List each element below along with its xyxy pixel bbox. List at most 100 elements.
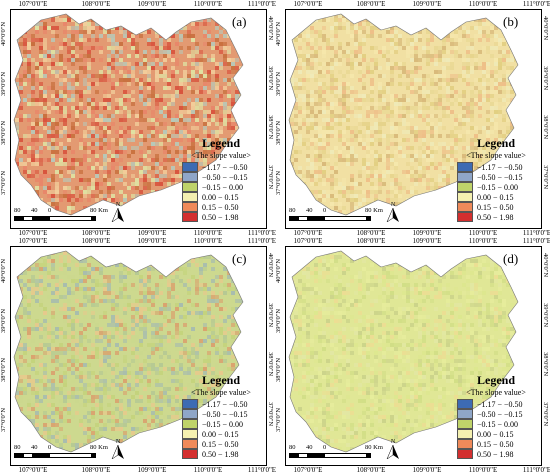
lon-tick-top: 107°0'0"E xyxy=(18,0,48,8)
lon-tick-top: 111°0'0"E xyxy=(522,0,550,8)
legend-swatch xyxy=(182,182,198,192)
lon-tick-top: 111°0'0"E xyxy=(247,237,277,245)
lon-tick-top: 108°0'0"E xyxy=(356,237,386,245)
lon-tick-bottom: 108°0'0"E xyxy=(356,229,386,237)
lat-tick-right: 37°0'0"N xyxy=(267,402,274,427)
legend-swatch xyxy=(182,419,198,429)
legend-item: −1.17 − −0.50 xyxy=(182,162,266,172)
legend-title: Legend xyxy=(476,373,515,387)
slope-raster xyxy=(13,13,244,216)
lat-tick-right: 39°0'0"N xyxy=(267,66,274,91)
legend-item: −0.15 − 0.00 xyxy=(457,419,541,429)
legend-item: 0.15 − 0.50 xyxy=(457,439,541,449)
lat-tick-right: 39°0'0"N xyxy=(542,66,549,91)
legend-swatch xyxy=(457,192,473,202)
scale-label: 0 xyxy=(48,444,52,451)
legend-swatch xyxy=(457,429,473,439)
arrow-shape xyxy=(111,444,124,460)
legend-label: 0.15 − 0.50 xyxy=(202,202,239,212)
scale-label: 40 xyxy=(306,207,313,214)
legend-item: −0.15 − 0.00 xyxy=(182,182,266,192)
lat-tick-left: 40°0'0"N xyxy=(0,21,7,46)
legend-swatch xyxy=(457,202,473,212)
lon-tick-bottom: 111°0'0"E xyxy=(522,229,550,237)
lat-tick-left: 37°0'0"N xyxy=(0,407,7,432)
lat-tick-right: 40°0'0"N xyxy=(542,16,549,41)
scale-segment xyxy=(366,453,371,458)
lat-tick-right: 40°0'0"N xyxy=(267,253,274,278)
lon-tick-bottom: 110°0'0"E xyxy=(193,229,223,237)
lat-tick-left: 40°0'0"N xyxy=(275,258,282,283)
legend-title: Legend xyxy=(476,136,515,150)
panel-label: (a) xyxy=(232,14,247,29)
lon-tick-top: 110°0'0"E xyxy=(193,237,223,245)
map-frame xyxy=(10,246,267,466)
legend-item: −0.50 − −0.15 xyxy=(182,409,266,419)
map-panel-c: (c) 107°0'0"E 107°0'0"E 108°0'0"E 108°0'0"E 1… xyxy=(0,237,277,474)
legend: Legend <The slope value> −1.17 − −0.50 −0.5… xyxy=(182,373,266,459)
north-arrow-icon: N xyxy=(111,202,125,224)
legend-item: 0.15 − 0.50 xyxy=(182,439,266,449)
lon-tick-bottom: 108°0'0"E xyxy=(81,466,111,474)
legend-swatch xyxy=(182,429,198,439)
scale-segment xyxy=(91,453,96,458)
legend-label: −0.15 − 0.00 xyxy=(477,419,519,429)
legend-swatch xyxy=(457,419,473,429)
legend-item: 0.50 − 1.98 xyxy=(457,212,541,222)
legend-swatch xyxy=(457,399,473,409)
lon-tick-top: 111°0'0"E xyxy=(247,0,277,8)
arrow-shape xyxy=(386,444,399,460)
map-frame xyxy=(285,246,542,466)
map-panel-d: (d) 107°0'0"E 107°0'0"E 108°0'0"E 108°0'0"E 1… xyxy=(275,237,550,474)
scale-bar: 80 40 0 80 Km xyxy=(289,207,384,223)
legend-label: 0.15 − 0.50 xyxy=(477,202,514,212)
arrow-shape xyxy=(111,207,124,223)
legend-swatch xyxy=(457,439,473,449)
legend-item: 0.50 − 1.98 xyxy=(182,212,266,222)
lon-tick-bottom: 109°0'0"E xyxy=(412,466,442,474)
legend-subtitle: <The slope value> xyxy=(466,151,526,160)
legend-item: −1.17 − −0.50 xyxy=(457,162,541,172)
legend-label: −0.15 − 0.00 xyxy=(477,182,519,192)
lat-tick-left: 39°0'0"N xyxy=(275,308,282,333)
lon-tick-bottom: 109°0'0"E xyxy=(137,229,167,237)
scale-segment xyxy=(324,216,368,221)
lon-tick-top: 109°0'0"E xyxy=(137,237,167,245)
legend-label: 0.15 − 0.50 xyxy=(477,439,514,449)
scale-segment xyxy=(49,453,93,458)
lon-tick-top: 109°0'0"E xyxy=(137,0,167,8)
lat-tick-left: 38°0'0"N xyxy=(275,120,282,145)
legend-swatch xyxy=(457,182,473,192)
legend-item: 0.00 − 0.15 xyxy=(457,429,541,439)
scale-label: 40 xyxy=(306,444,313,451)
scale-label: 80 xyxy=(14,207,21,214)
lon-tick-bottom: 109°0'0"E xyxy=(412,229,442,237)
legend-title: Legend xyxy=(201,136,240,150)
legend-swatch xyxy=(182,449,198,459)
legend-swatch xyxy=(182,172,198,182)
map-panel-b: (b) 107°0'0"E 107°0'0"E 108°0'0"E 108°0'0"E 1… xyxy=(275,0,550,237)
lon-tick-bottom: 110°0'0"E xyxy=(468,229,498,237)
scale-segment xyxy=(324,453,368,458)
legend-item: −1.17 − −0.50 xyxy=(457,399,541,409)
lat-tick-left: 39°0'0"N xyxy=(275,71,282,96)
legend-label: −1.17 − −0.50 xyxy=(477,399,523,409)
lat-tick-left: 39°0'0"N xyxy=(0,308,7,333)
legend-swatch xyxy=(182,409,198,419)
lon-tick-top: 111°0'0"E xyxy=(522,237,550,245)
lat-tick-right: 40°0'0"N xyxy=(267,16,274,41)
lat-tick-left: 40°0'0"N xyxy=(275,21,282,46)
lon-tick-top: 107°0'0"E xyxy=(293,237,323,245)
lon-tick-bottom: 111°0'0"E xyxy=(522,466,550,474)
lon-tick-top: 108°0'0"E xyxy=(81,237,111,245)
map-frame xyxy=(10,9,267,229)
lon-tick-bottom: 108°0'0"E xyxy=(81,229,111,237)
legend-label: 0.00 − 0.15 xyxy=(477,192,514,202)
legend-item: −1.17 − −0.50 xyxy=(182,399,266,409)
lat-tick-right: 37°0'0"N xyxy=(267,165,274,190)
lon-tick-bottom: 109°0'0"E xyxy=(137,466,167,474)
legend-label: 0.50 − 1.98 xyxy=(202,449,239,459)
legend-item: −0.50 − −0.15 xyxy=(182,172,266,182)
legend-label: 0.00 − 0.15 xyxy=(477,429,514,439)
lat-tick-left: 39°0'0"N xyxy=(0,71,7,96)
